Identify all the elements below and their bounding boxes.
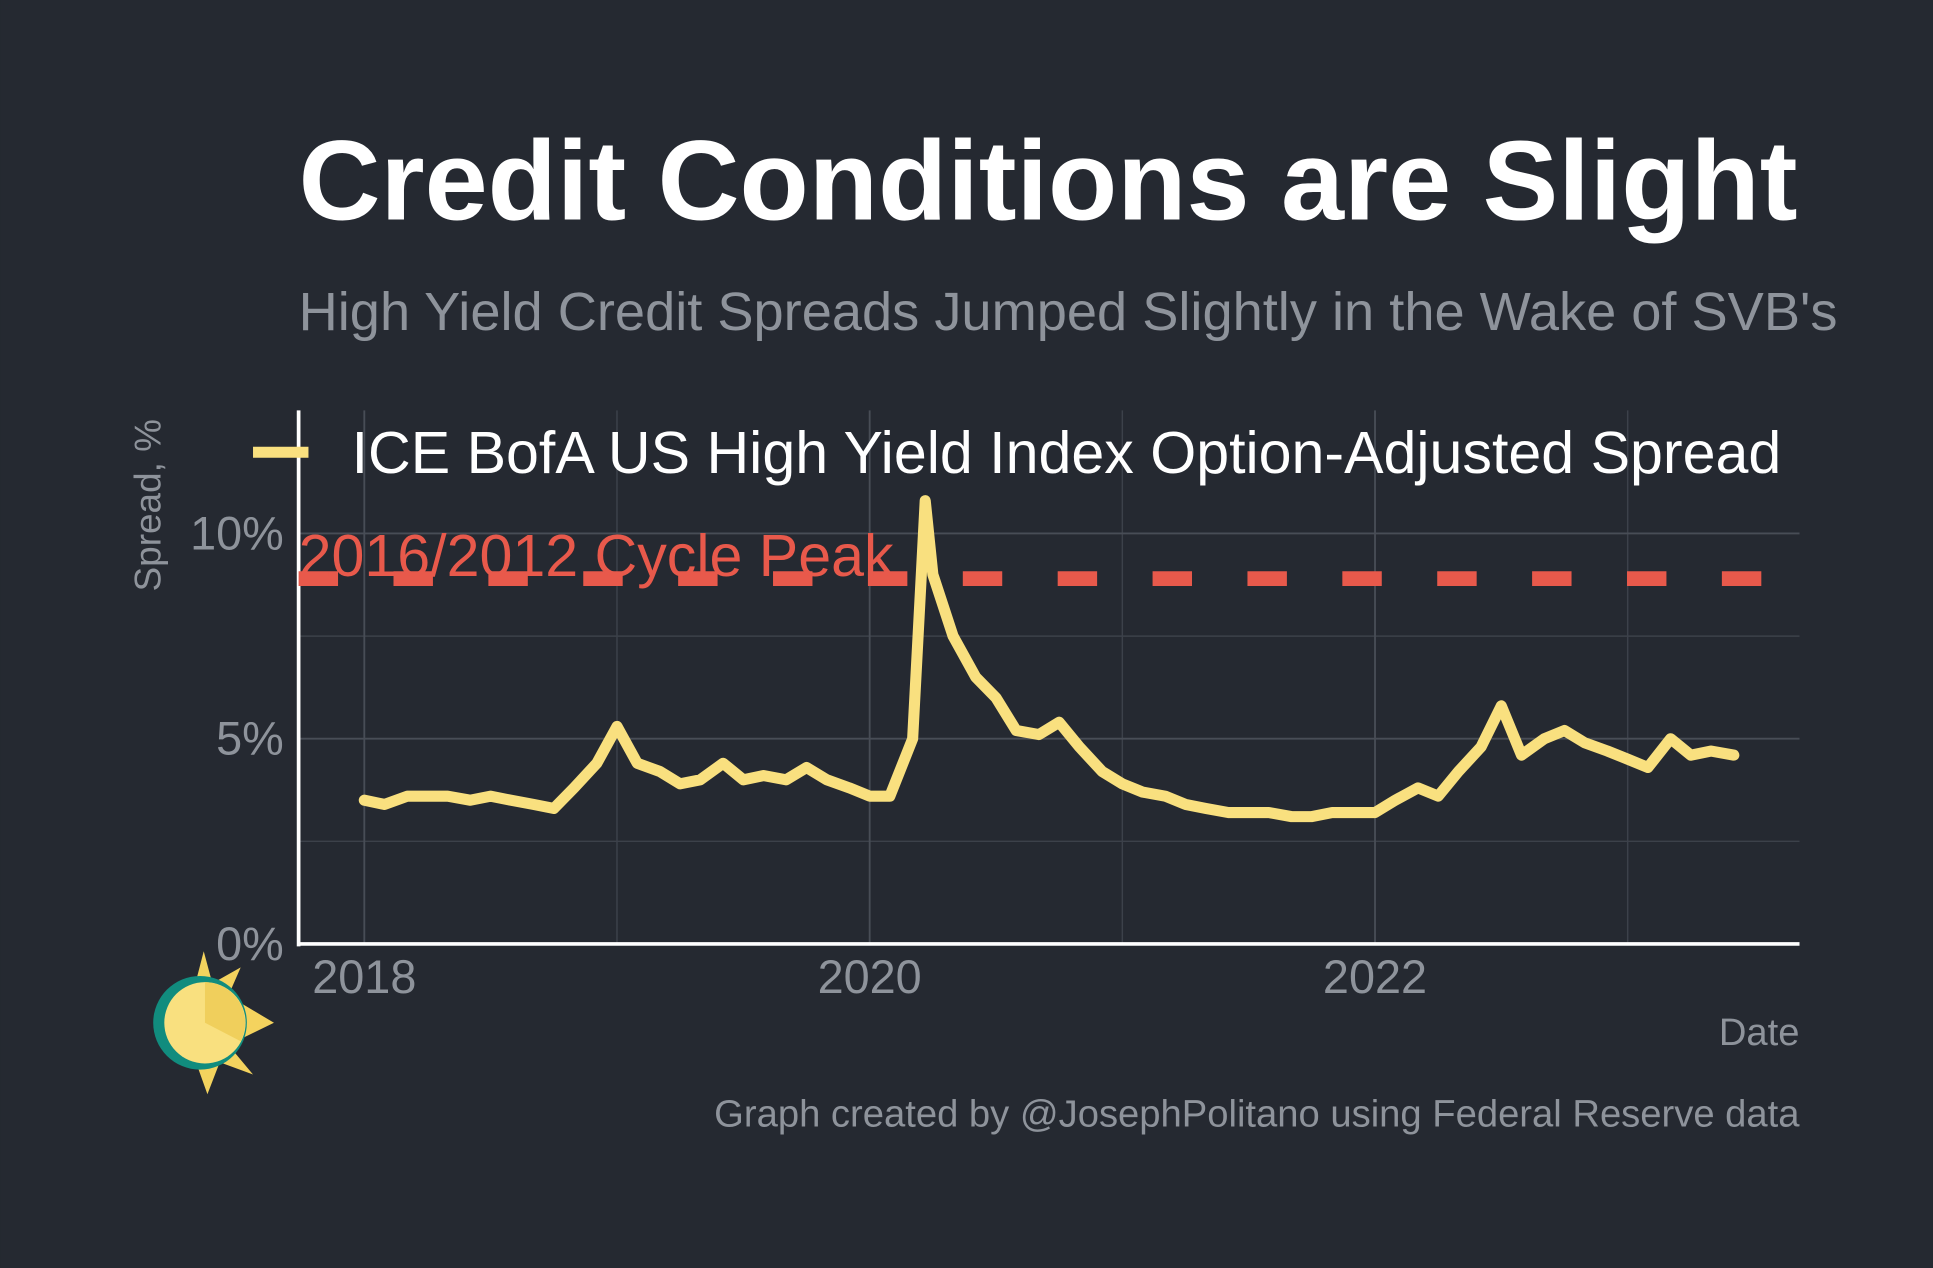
x-tick-label: 2022 [1323, 951, 1427, 1003]
logo [153, 951, 274, 1095]
caption: Graph created by @JosephPolitano using F… [714, 1092, 1800, 1135]
x-tick-label: 2020 [818, 951, 922, 1003]
x-tick-label: 2018 [312, 951, 416, 1003]
legend-label: ICE BofA US High Yield Index Option-Adju… [352, 419, 1782, 486]
y-tick-label: 10% [190, 507, 284, 559]
y-axis-label: Spread, % [128, 419, 169, 592]
y-tick-label: 0% [216, 918, 284, 970]
chart-subtitle: High Yield Credit Spreads Jumped Slightl… [299, 282, 1838, 342]
chart-title: Credit Conditions are Slight [299, 117, 1798, 244]
series-line [358, 495, 1740, 823]
y-tick-label: 5% [216, 713, 284, 765]
reference-label: 2016/2012 Cycle Peak [299, 522, 894, 589]
x-axis-label: Date [1719, 1011, 1800, 1054]
